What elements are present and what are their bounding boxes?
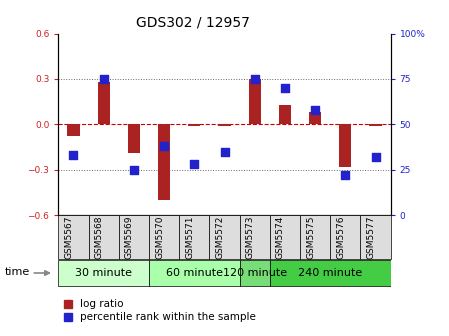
Point (251, 76, 258, 82)
Text: GSM5572: GSM5572 (216, 215, 224, 259)
Text: 120 minute: 120 minute (223, 268, 287, 278)
Text: GSM5568: GSM5568 (95, 215, 104, 259)
Legend: log ratio, percentile rank within the sample: log ratio, percentile rank within the sa… (64, 299, 256, 322)
Text: GSM5577: GSM5577 (366, 215, 375, 259)
Point (372, 154, 379, 160)
FancyBboxPatch shape (330, 215, 361, 259)
FancyBboxPatch shape (209, 215, 240, 259)
Point (70, 153, 77, 158)
Text: GSM5569: GSM5569 (125, 215, 134, 259)
Bar (128, 124, 140, 153)
FancyBboxPatch shape (300, 215, 330, 259)
Point (130, 167, 137, 172)
Point (191, 162, 198, 167)
Point (282, 85, 289, 91)
Bar (158, 124, 170, 200)
FancyBboxPatch shape (270, 260, 391, 286)
FancyBboxPatch shape (149, 215, 179, 259)
FancyBboxPatch shape (240, 215, 270, 259)
Bar (219, 124, 230, 126)
Text: GSM5567: GSM5567 (65, 215, 74, 259)
Bar (279, 105, 291, 124)
Text: 30 minute: 30 minute (75, 268, 132, 278)
Bar (188, 124, 200, 126)
FancyBboxPatch shape (270, 215, 300, 259)
Text: GDS302 / 12957: GDS302 / 12957 (136, 15, 250, 29)
Bar (67, 124, 79, 136)
FancyBboxPatch shape (58, 260, 149, 286)
Text: 60 minute: 60 minute (166, 268, 223, 278)
Bar (370, 124, 382, 126)
Text: GSM5573: GSM5573 (246, 215, 255, 259)
FancyBboxPatch shape (149, 260, 240, 286)
Bar (309, 112, 321, 124)
Text: GSM5574: GSM5574 (276, 215, 285, 259)
Bar (249, 79, 261, 124)
Text: GSM5571: GSM5571 (185, 215, 194, 259)
Point (100, 76, 107, 82)
Point (160, 143, 167, 149)
Point (312, 107, 319, 113)
FancyBboxPatch shape (361, 215, 391, 259)
FancyBboxPatch shape (240, 260, 270, 286)
FancyBboxPatch shape (88, 215, 119, 259)
Text: 240 minute: 240 minute (298, 268, 362, 278)
Text: GSM5570: GSM5570 (155, 215, 164, 259)
Text: GSM5576: GSM5576 (336, 215, 345, 259)
FancyBboxPatch shape (58, 215, 88, 259)
Point (342, 172, 349, 178)
FancyBboxPatch shape (119, 215, 149, 259)
Point (221, 149, 228, 154)
Bar (339, 124, 352, 167)
Bar (97, 82, 110, 124)
Text: GSM5575: GSM5575 (306, 215, 315, 259)
Text: time: time (4, 266, 30, 277)
FancyBboxPatch shape (179, 215, 209, 259)
